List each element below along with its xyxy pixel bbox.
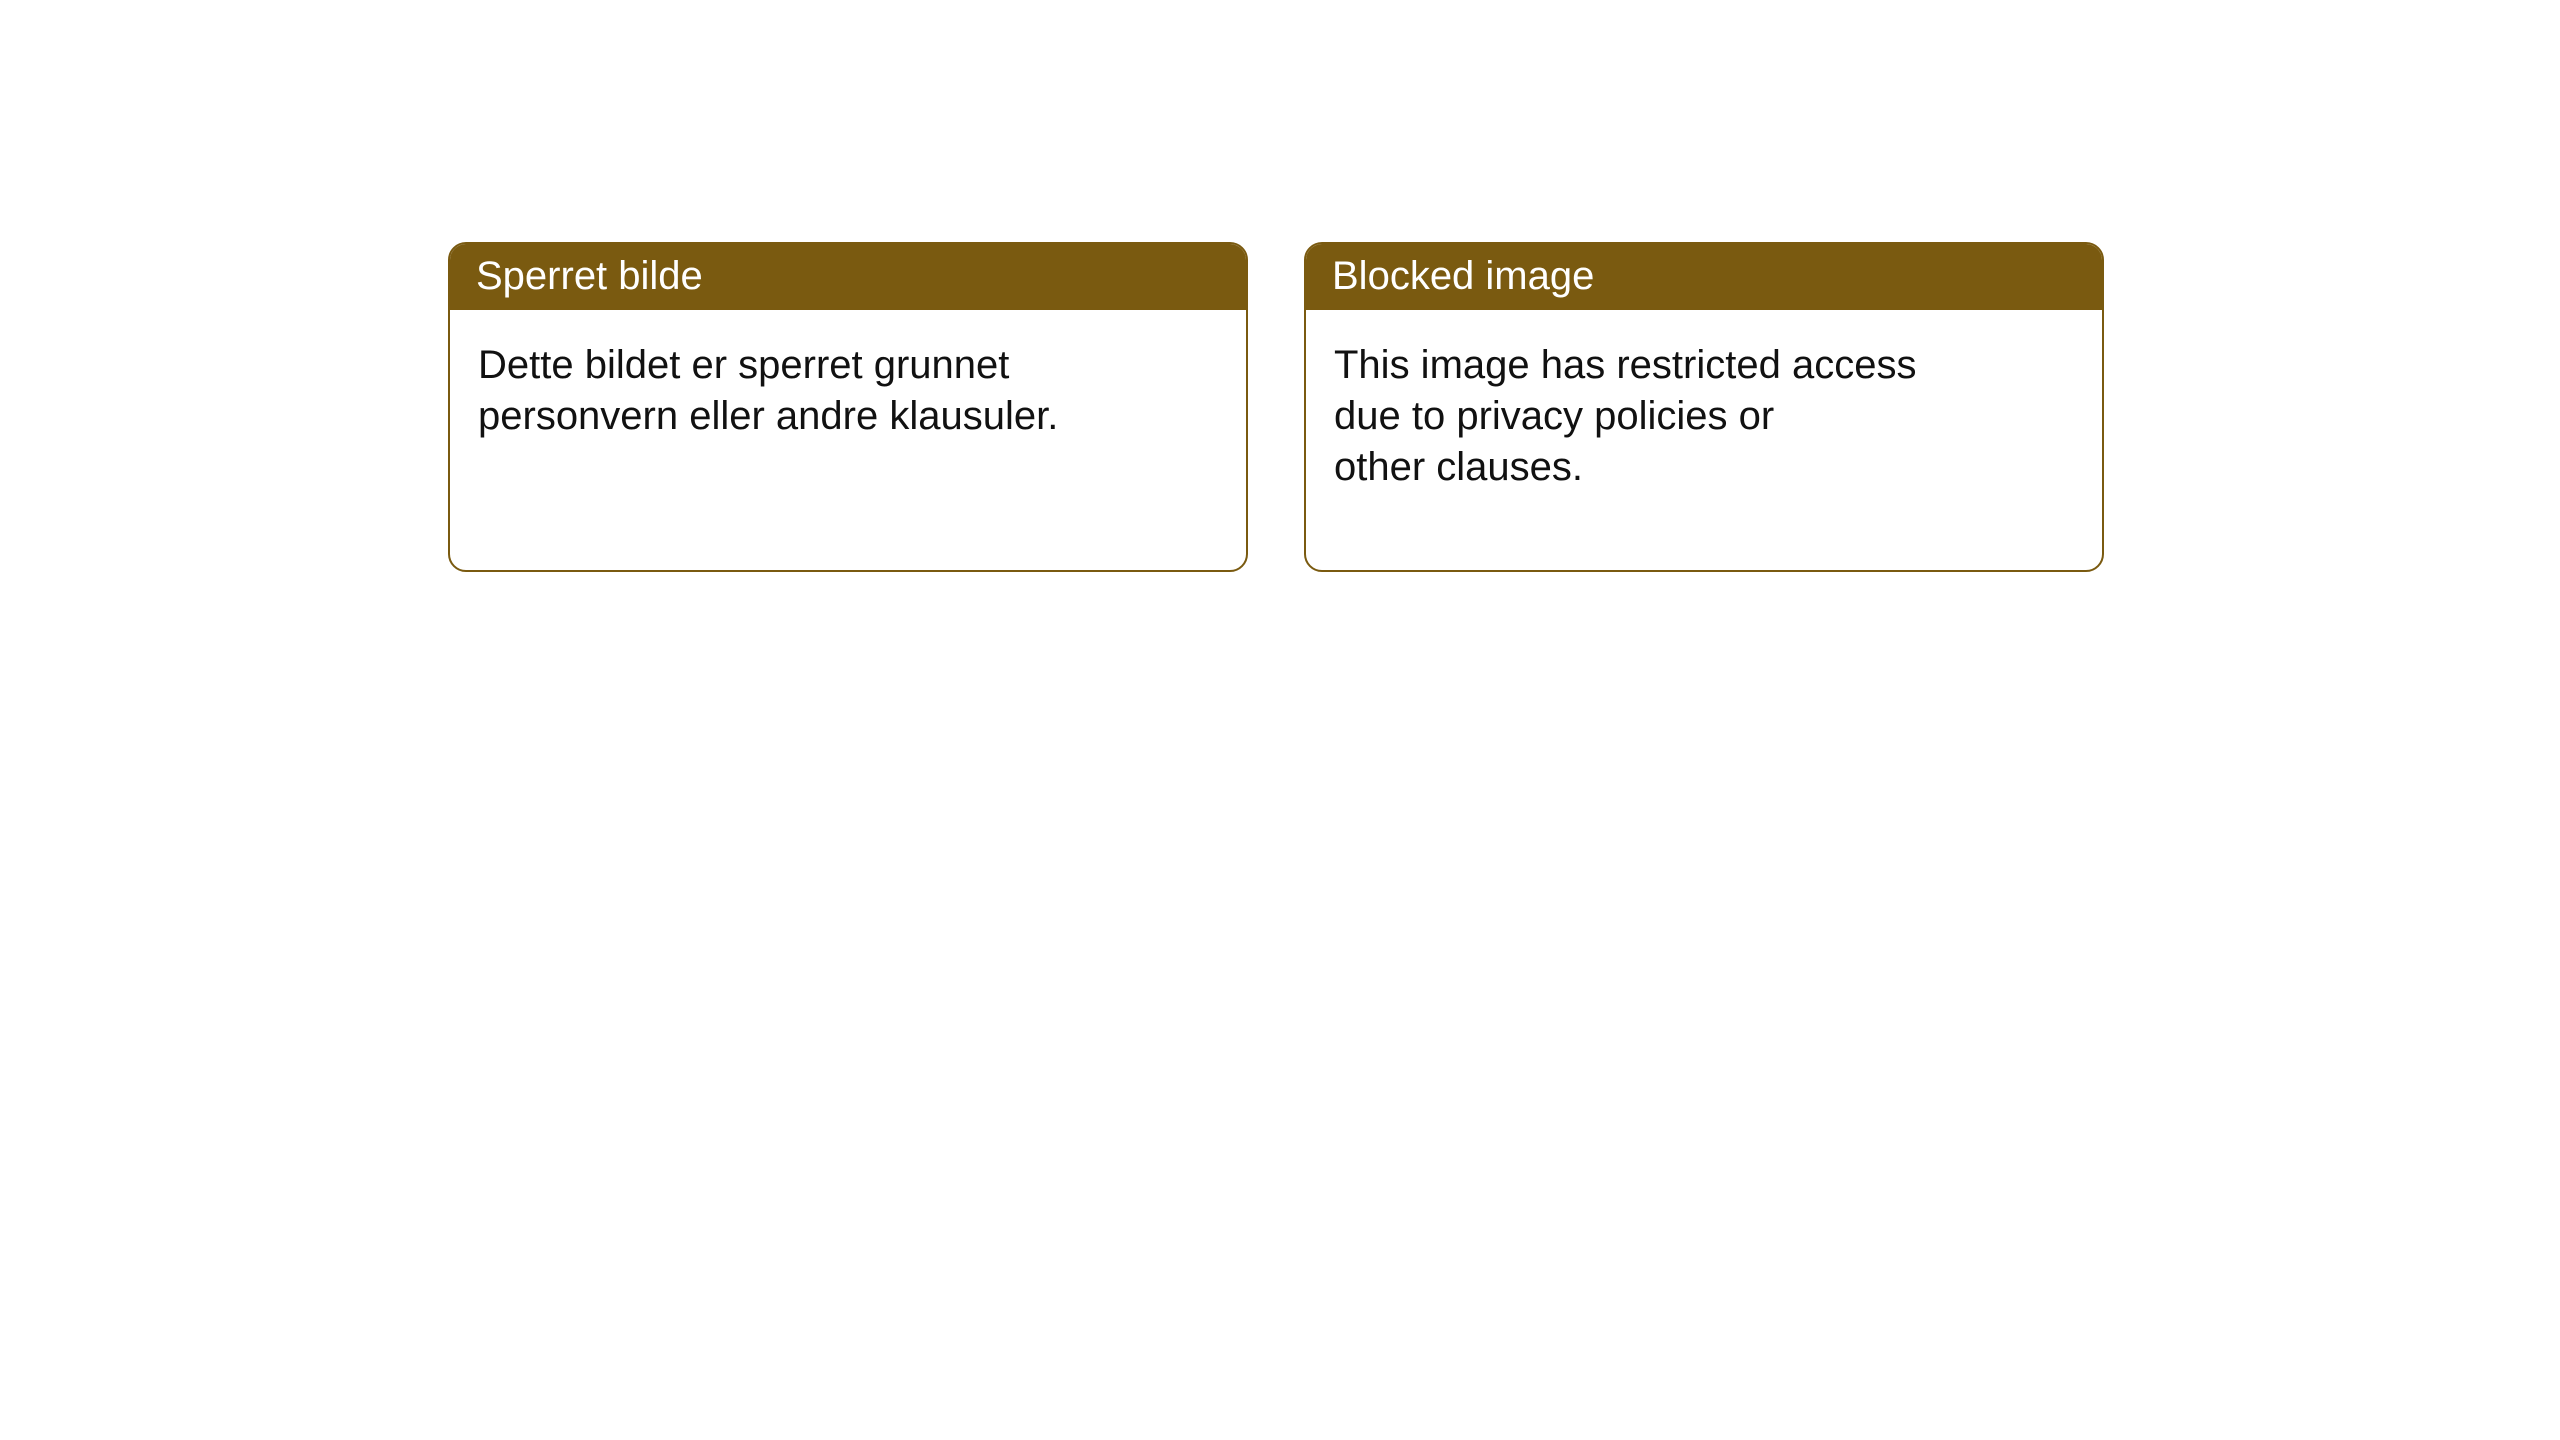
- notice-card-header-en: Blocked image: [1306, 244, 2102, 310]
- notice-card-body-en: This image has restricted access due to …: [1306, 310, 2102, 524]
- page-canvas: Sperret bilde Dette bildet er sperret gr…: [0, 0, 2560, 1440]
- notice-card-header-no: Sperret bilde: [450, 244, 1246, 310]
- notice-card-no: Sperret bilde Dette bildet er sperret gr…: [448, 242, 1248, 572]
- notice-card-body-no: Dette bildet er sperret grunnet personve…: [450, 310, 1246, 472]
- notice-card-en: Blocked image This image has restricted …: [1304, 242, 2104, 572]
